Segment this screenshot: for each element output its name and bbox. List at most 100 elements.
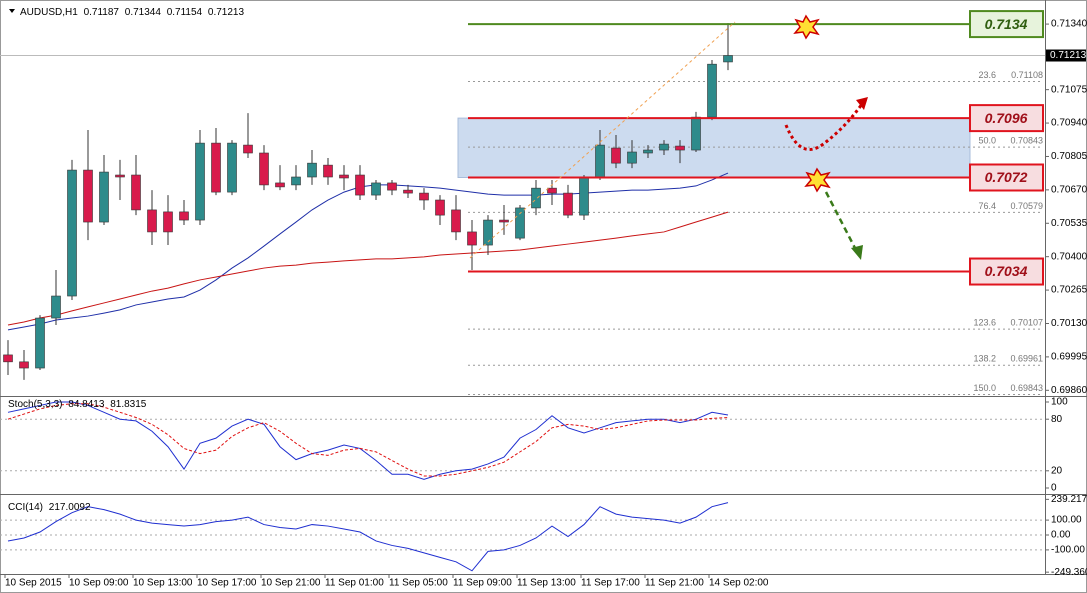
fib-ratio: 76.4 <box>978 201 996 211</box>
y-tick-label: 239.2173 <box>1051 494 1087 505</box>
candle-body <box>515 207 525 239</box>
header-low: 0.71154 <box>167 7 203 18</box>
candle-body <box>627 151 637 164</box>
x-tick-label: 10 Sep 09:00 <box>69 578 129 589</box>
x-tick-label: 11 Sep 05:00 <box>389 578 448 589</box>
level-label: 0.7072 <box>985 169 1028 185</box>
x-tick-label: 11 Sep 17:00 <box>581 578 640 589</box>
fib-price: 0.70107 <box>1010 318 1043 328</box>
candle-body <box>35 317 45 369</box>
fib-ratio: 23.6 <box>978 70 996 80</box>
fib-trend-line <box>469 21 736 259</box>
y-tick-label: -249.3600 <box>1051 567 1087 578</box>
fib-ratio: 138.2 <box>973 354 996 364</box>
candle-body <box>643 149 653 154</box>
moving-average <box>7 211 729 326</box>
candle-body <box>611 147 621 164</box>
candle-body <box>243 144 253 154</box>
candle-body <box>115 174 125 178</box>
y-tick-label: 0.00 <box>1051 530 1071 541</box>
level-label: 0.7034 <box>985 263 1028 279</box>
indicator-line <box>7 403 729 477</box>
y-tick-label: 0.70400 <box>1051 251 1087 262</box>
candle-body <box>339 174 349 179</box>
header-close: 0.71213 <box>208 7 245 18</box>
candle-body <box>691 116 701 151</box>
candle-body <box>195 142 205 221</box>
candle-body <box>483 219 493 246</box>
header-open: 0.71187 <box>84 7 120 18</box>
cci-value: 217.0092 <box>49 502 91 513</box>
candle-body <box>307 162 317 178</box>
candle-body <box>163 211 173 233</box>
y-tick-label: 80 <box>1051 414 1063 425</box>
y-tick-label: 0.71340 <box>1051 19 1087 30</box>
fib-price: 0.69843 <box>1010 383 1043 393</box>
cci-title: CCI(14) <box>8 502 43 513</box>
candle-body <box>595 144 605 178</box>
level-box <box>969 104 1044 133</box>
candle-body <box>3 354 13 363</box>
candle-body <box>531 187 541 209</box>
level-label: 0.7134 <box>985 16 1028 32</box>
scenario-arrow-down <box>824 191 858 251</box>
x-tick-label: 10 Sep 21:00 <box>261 578 321 589</box>
y-tick-label: 0.71075 <box>1051 84 1087 95</box>
candle-body <box>723 55 733 63</box>
x-tick-label: 11 Sep 09:00 <box>453 578 512 589</box>
candle-body <box>51 295 61 319</box>
level-box <box>969 257 1044 286</box>
candle-body <box>707 63 717 118</box>
candle-body <box>355 174 365 196</box>
y-tick-label: 0.70805 <box>1051 151 1087 162</box>
symbol: AUDUSD,H1 <box>20 7 78 18</box>
candle-body <box>499 219 509 223</box>
level-box <box>969 163 1044 192</box>
plot-layer: 0.713400.710750.709400.708050.706700.705… <box>0 10 1087 589</box>
scenario-arrow-up <box>784 103 864 151</box>
stoch-main: 84.8413 <box>68 399 105 410</box>
fib-ratio: 123.6 <box>973 318 996 328</box>
candle-body <box>99 171 109 223</box>
y-tick-label: 0.70535 <box>1051 218 1087 229</box>
level-box <box>969 10 1044 39</box>
candle-body <box>387 182 397 191</box>
candle-body <box>579 176 589 216</box>
candle-body <box>131 174 141 211</box>
candle-body <box>67 169 77 297</box>
x-tick-label: 11 Sep 01:00 <box>325 578 384 589</box>
y-tick-label: 0 <box>1051 483 1057 494</box>
fib-price: 0.69961 <box>1010 354 1043 364</box>
y-tick-label: 20 <box>1051 465 1063 476</box>
candle-body <box>675 145 685 151</box>
fib-price: 0.70843 <box>1010 135 1043 145</box>
x-tick-label: 11 Sep 21:00 <box>645 578 704 589</box>
y-tick-label: 0.70940 <box>1051 118 1087 129</box>
y-tick-label: 0.69995 <box>1051 352 1087 363</box>
cci-header: CCI(14) 217.0092 <box>8 502 91 513</box>
x-tick-label: 11 Sep 13:00 <box>517 578 576 589</box>
signal-burst <box>793 14 820 40</box>
x-tick-label: 10 Sep 17:00 <box>197 578 257 589</box>
candle-body <box>147 209 157 233</box>
arrow-head <box>851 245 863 260</box>
y-tick-label: 0.70670 <box>1051 185 1087 196</box>
candle-body <box>419 192 429 201</box>
moving-average <box>7 172 729 331</box>
y-tick-label: 0.70130 <box>1051 318 1087 329</box>
candle-body <box>547 187 557 194</box>
arrow-head <box>856 97 868 110</box>
candle-body <box>275 182 285 188</box>
current-price-box <box>1046 49 1086 62</box>
y-tick-label: 0.70265 <box>1051 285 1087 296</box>
candle-body <box>403 189 413 194</box>
candle-body <box>659 143 669 151</box>
candle-body <box>323 164 333 178</box>
indicator-line <box>7 502 729 572</box>
candle-body <box>467 231 477 246</box>
menu-triangle <box>9 9 15 13</box>
candle-body <box>259 152 269 186</box>
